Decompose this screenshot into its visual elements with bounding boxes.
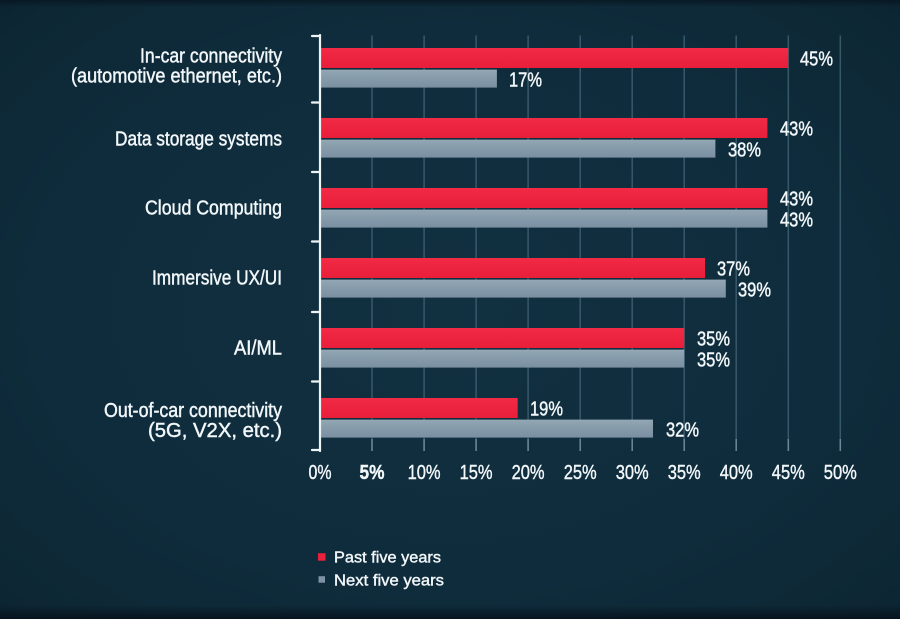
- svg-text:35%: 35%: [697, 329, 730, 351]
- svg-text:20%: 20%: [512, 462, 545, 484]
- svg-text:AI/ML: AI/ML: [234, 337, 282, 359]
- svg-text:In-car connectivity: In-car connectivity: [140, 45, 282, 67]
- svg-text:Cloud Computing: Cloud Computing: [145, 197, 282, 219]
- svg-text:35%: 35%: [668, 462, 701, 484]
- svg-text:(automotive ethernet, etc.): (automotive ethernet, etc.): [71, 65, 282, 87]
- svg-text:40%: 40%: [720, 462, 753, 484]
- svg-text:(5G, V2X, etc.): (5G, V2X, etc.): [148, 420, 282, 442]
- svg-text:Data storage systems: Data storage systems: [115, 128, 282, 150]
- svg-text:43%: 43%: [780, 209, 813, 231]
- svg-text:30%: 30%: [616, 462, 649, 484]
- svg-text:Out-of-car connectivity: Out-of-car connectivity: [104, 400, 282, 422]
- svg-text:5%: 5%: [360, 462, 385, 484]
- svg-text:50%: 50%: [824, 462, 857, 484]
- svg-text:15%: 15%: [460, 462, 493, 484]
- svg-text:35%: 35%: [697, 349, 730, 371]
- svg-text:Past five years: Past five years: [334, 549, 441, 566]
- svg-text:0%: 0%: [309, 462, 332, 484]
- svg-text:10%: 10%: [408, 462, 441, 484]
- svg-text:39%: 39%: [738, 279, 771, 301]
- svg-text:17%: 17%: [509, 69, 542, 91]
- svg-text:37%: 37%: [717, 259, 750, 281]
- svg-text:25%: 25%: [564, 462, 597, 484]
- svg-text:43%: 43%: [780, 119, 813, 141]
- svg-text:45%: 45%: [800, 49, 833, 71]
- svg-text:38%: 38%: [728, 139, 761, 161]
- svg-text:32%: 32%: [666, 419, 699, 441]
- svg-text:45%: 45%: [772, 462, 805, 484]
- svg-text:Next five years: Next five years: [334, 572, 444, 589]
- svg-text:19%: 19%: [530, 399, 563, 421]
- svg-text:Immersive UX/UI: Immersive UX/UI: [152, 267, 282, 289]
- svg-text:43%: 43%: [780, 189, 813, 211]
